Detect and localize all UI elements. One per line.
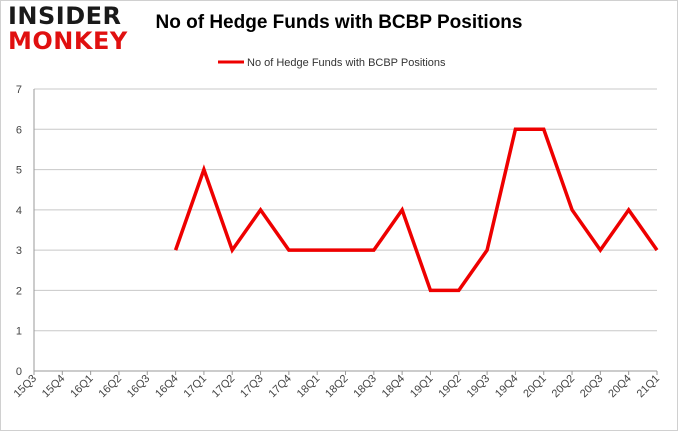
x-tick-label: 16Q1	[68, 373, 96, 401]
x-tick-label: 15Q4	[40, 373, 68, 401]
legend: No of Hedge Funds with BCBP Positions	[218, 57, 446, 69]
x-tick-label: 18Q1	[295, 373, 323, 401]
y-tick-labels: 0 1 2 3 4 5 6 7	[16, 84, 22, 378]
x-tick-label: 19Q3	[465, 373, 493, 401]
x-tick-label: 19Q4	[493, 373, 521, 401]
chart-title: No of Hedge Funds with BCBP Positions	[155, 12, 523, 33]
x-tick-label: 18Q2	[323, 373, 351, 401]
y-tick-label: 5	[16, 165, 22, 177]
logo-insider: INSIDER	[8, 2, 122, 30]
x-tick-label: 18Q3	[351, 373, 379, 401]
x-tick-label: 16Q4	[153, 373, 181, 401]
x-tick-label: 17Q4	[266, 373, 294, 401]
x-tick-label: 16Q3	[125, 373, 153, 401]
x-tick-label: 17Q2	[210, 373, 238, 401]
logo-monkey: MONKEY	[8, 27, 128, 55]
legend-label: No of Hedge Funds with BCBP Positions	[247, 57, 446, 69]
y-tick-label: 6	[16, 124, 22, 136]
x-tick-label: 20Q2	[550, 373, 578, 401]
x-tick-label: 16Q2	[97, 373, 125, 401]
y-tick-label: 4	[16, 205, 22, 217]
y-tick-label: 0	[16, 366, 22, 378]
x-tick-label: 21Q1	[635, 373, 663, 401]
y-tick-label: 3	[16, 245, 22, 257]
x-tick-label: 20Q1	[521, 373, 549, 401]
x-tick-label: 18Q4	[380, 373, 408, 401]
gridlines	[34, 88, 657, 332]
x-tick-label: 19Q1	[408, 373, 436, 401]
y-tick-label: 1	[16, 326, 22, 338]
x-tick-label: 20Q3	[578, 373, 606, 401]
y-tick-label: 7	[16, 84, 22, 96]
x-tick-label: 17Q1	[182, 373, 210, 401]
series-line	[173, 127, 659, 293]
y-tick-label: 2	[16, 285, 22, 297]
axes	[33, 89, 658, 375]
x-tick-label: 19Q2	[436, 373, 464, 401]
x-tick-labels: 15Q3 15Q4 16Q1 16Q2 16Q3 16Q4 17Q1 17Q2 17Q3 17Q4…	[12, 373, 663, 401]
series-lines	[173, 127, 659, 293]
x-tick-label: 20Q4	[606, 373, 634, 401]
x-tick-label: 17Q3	[238, 373, 266, 401]
